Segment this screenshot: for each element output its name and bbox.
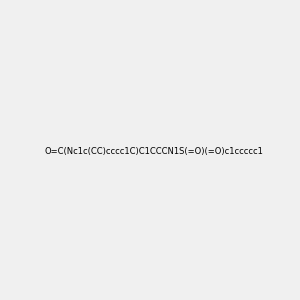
Text: O=C(Nc1c(CC)cccc1C)C1CCCN1S(=O)(=O)c1ccccc1: O=C(Nc1c(CC)cccc1C)C1CCCN1S(=O)(=O)c1ccc… — [44, 147, 263, 156]
